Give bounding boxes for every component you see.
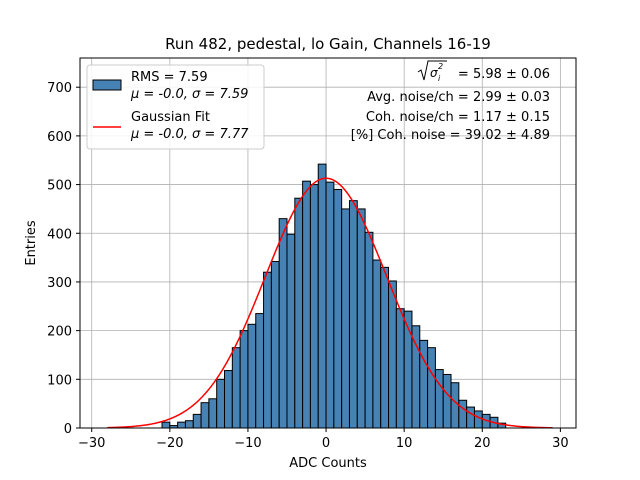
histogram-bar <box>239 330 249 429</box>
legend-label-rms: RMS = 7.59 <box>131 70 208 85</box>
y-tick-label: 700 <box>47 81 72 96</box>
noise-annotations: σ 2 i = 5.98 ± 0.06 Avg. noise/ch = 2.99… <box>351 60 550 143</box>
histogram-bars <box>161 163 507 429</box>
histogram-bar <box>302 180 311 429</box>
histogram-bar <box>286 233 296 429</box>
histogram-bar <box>309 184 319 429</box>
svg-text:2: 2 <box>438 62 443 71</box>
histogram-bar <box>458 399 468 429</box>
histogram-bar <box>442 373 452 429</box>
histogram-bar <box>341 208 350 429</box>
legend-frame <box>86 64 265 150</box>
histogram-bar <box>450 382 460 429</box>
legend-label-gaussian: Gaussian Fit <box>131 110 210 125</box>
y-tick-label: 100 <box>47 373 72 388</box>
histogram-bar <box>372 259 382 429</box>
histogram-bar <box>224 370 233 429</box>
svg-text:σ: σ <box>430 66 438 80</box>
avg-noise-per-channel: Avg. noise/ch = 2.99 ± 0.03 <box>367 90 550 105</box>
histogram-bar <box>192 413 202 429</box>
x-axis-label: ADC Counts <box>289 456 367 471</box>
histogram-bar <box>294 197 304 429</box>
x-tick-label: 20 <box>474 436 491 451</box>
y-tick-label: 400 <box>47 227 72 242</box>
legend-patch-histogram <box>92 79 122 91</box>
gaussian-fit-line <box>107 177 553 429</box>
histogram-bar <box>161 421 171 429</box>
histogram-bar <box>388 280 397 429</box>
y-axis-ticks: 0 100 200 300 400 500 600 700 <box>47 81 80 437</box>
histogram-bar <box>247 323 257 429</box>
histogram-bar <box>395 308 405 429</box>
histogram-bar <box>364 231 374 429</box>
coherent-noise-per-channel: Coh. noise/ch = 1.17 ± 0.15 <box>366 110 550 125</box>
y-tick-label: 300 <box>47 276 72 291</box>
y-tick-label: 600 <box>47 130 72 145</box>
histogram-bar <box>348 200 358 429</box>
total-noise-value: = 5.98 ± 0.06 <box>458 67 550 82</box>
histogram-bar <box>380 266 390 429</box>
histogram-bar <box>427 347 436 429</box>
x-axis-ticks: −30 −20 −10 0 10 20 30 <box>78 428 569 451</box>
histogram-bar <box>255 313 265 429</box>
histogram-bar <box>231 347 241 429</box>
histogram-bar <box>216 378 226 429</box>
legend-label-hist-params: μ = -0.0, σ = 7.59 <box>130 87 248 102</box>
histogram-bar <box>184 420 194 429</box>
y-tick-label: 500 <box>47 179 72 194</box>
histogram-bar <box>278 218 288 429</box>
coherent-noise-percent: [%] Coh. noise = 39.02 ± 4.89 <box>351 128 550 143</box>
histogram-bar <box>356 208 366 429</box>
x-tick-label: −30 <box>78 436 105 451</box>
x-tick-label: −20 <box>156 436 183 451</box>
histogram-bar <box>434 369 444 429</box>
axes-frame <box>79 57 577 429</box>
histogram-bar <box>270 261 280 429</box>
chart-title: Run 482, pedestal, lo Gain, Channels 16-… <box>165 35 491 53</box>
histogram-bar <box>325 181 335 429</box>
histogram-bar <box>466 406 475 429</box>
legend: RMS = 7.59 μ = -0.0, σ = 7.59 Gaussian F… <box>86 64 265 150</box>
y-tick-label: 200 <box>47 325 72 340</box>
x-tick-label: 0 <box>322 436 330 451</box>
histogram-bar <box>317 163 327 429</box>
x-tick-label: 30 <box>552 436 569 451</box>
histogram-bar <box>411 325 421 429</box>
histogram-bar <box>208 398 218 429</box>
sqrt-sigma-symbol: σ 2 i <box>417 60 447 83</box>
legend-label-fit-params: μ = -0.0, σ = 7.77 <box>130 127 249 142</box>
histogram-bar <box>263 271 272 429</box>
histogram-bar <box>333 188 343 429</box>
y-axis-label: Entries <box>24 220 39 266</box>
histogram-bar <box>177 421 186 429</box>
svg-text:i: i <box>438 74 441 83</box>
x-tick-label: −10 <box>234 436 261 451</box>
histogram-bar <box>200 402 210 429</box>
x-tick-label: 10 <box>396 436 413 451</box>
y-tick-label: 0 <box>64 422 72 437</box>
histogram-bar <box>473 410 483 429</box>
